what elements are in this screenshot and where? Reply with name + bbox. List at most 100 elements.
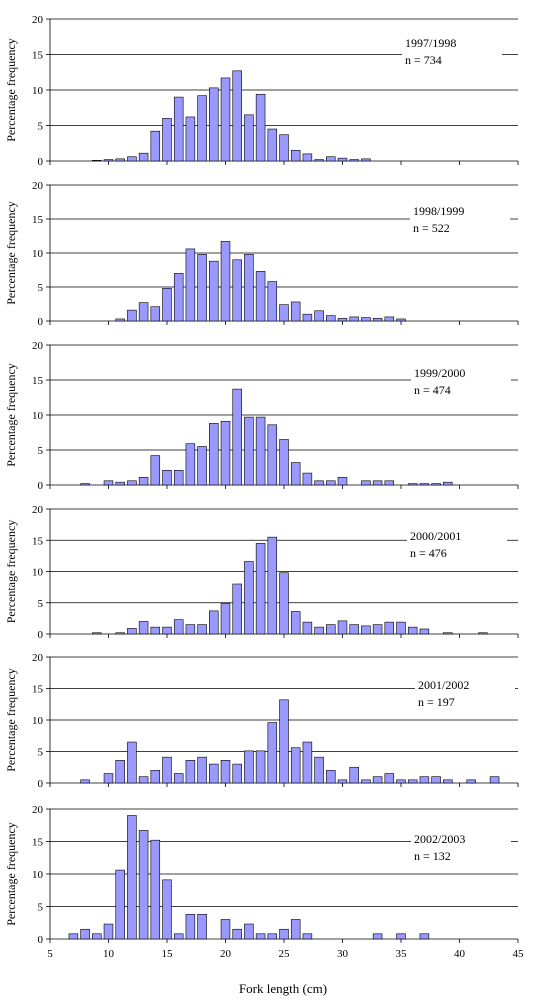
bar	[232, 388, 242, 486]
x-tick-label: 35	[396, 948, 408, 960]
bar	[138, 830, 149, 940]
sample-size-label: n = 132	[414, 849, 451, 863]
bar	[361, 317, 371, 322]
bar	[197, 756, 207, 784]
x-tick-label: 40	[454, 948, 466, 960]
bottom-x-axis: 5 10 15 20 25 30 35 40 45	[47, 948, 524, 960]
bar	[279, 572, 289, 635]
bar	[232, 70, 242, 162]
bar	[255, 416, 266, 486]
panel-4: 0 5 10 15 20 Percentage frequency 2000/2001 n =…	[4, 504, 519, 641]
bar	[302, 313, 313, 322]
bar	[337, 157, 348, 162]
y-tick-label: 15	[32, 535, 44, 547]
bar	[384, 480, 395, 486]
bar	[279, 304, 289, 322]
bar	[173, 933, 184, 940]
bar	[255, 750, 266, 784]
bar	[92, 632, 102, 635]
y-tick-label: 5	[38, 747, 44, 759]
bar	[361, 625, 371, 635]
bar	[209, 610, 219, 635]
bar	[138, 621, 149, 635]
note-background	[411, 831, 511, 864]
bar	[173, 469, 184, 486]
y-tick-label: 5	[38, 121, 44, 133]
bar	[431, 483, 441, 486]
y-tick-label: 10	[32, 85, 44, 97]
bar	[302, 153, 313, 162]
sample-size-label: n = 522	[413, 221, 450, 235]
bar	[209, 763, 219, 784]
bar	[255, 93, 266, 162]
bar	[162, 756, 172, 784]
bar	[244, 254, 254, 322]
y-axis-label: Percentage frequency	[4, 520, 18, 624]
y-tick-label: 10	[32, 869, 44, 881]
bar	[185, 913, 196, 940]
x-tick-label: 25	[279, 948, 291, 960]
bar	[138, 476, 149, 486]
bar	[115, 158, 125, 162]
bar	[173, 619, 184, 635]
bar	[232, 259, 242, 322]
bar	[443, 481, 453, 486]
panel-2: 0 5 10 15 20 Percentage frequency 1998/1999 n =…	[4, 180, 519, 328]
y-tick-label: 10	[32, 248, 44, 260]
x-tick-label: 15	[162, 948, 174, 960]
bar	[185, 248, 196, 322]
bar	[396, 933, 406, 940]
y-tick-label: 5	[38, 445, 44, 457]
x-tick-label: 30	[337, 948, 349, 960]
y-axis-label: Percentage frequency	[4, 38, 18, 142]
bar	[80, 483, 90, 486]
note-background	[415, 677, 515, 710]
y-tick-label: 10	[32, 410, 44, 422]
bar	[326, 480, 336, 486]
bar	[326, 315, 336, 322]
bar	[127, 309, 137, 322]
bar	[337, 476, 348, 486]
bar	[279, 439, 289, 486]
note-background	[411, 365, 511, 398]
bar	[197, 446, 207, 486]
bar	[290, 301, 301, 322]
bar	[255, 933, 266, 940]
y-tick-label: 15	[32, 214, 44, 226]
bar	[326, 156, 336, 162]
bar	[349, 316, 359, 322]
x-tick-label: 10	[103, 948, 115, 960]
bar	[361, 158, 371, 162]
bar	[396, 318, 406, 322]
bar	[92, 159, 102, 162]
bar	[337, 317, 348, 322]
bar	[115, 869, 125, 940]
y-tick-label: 5	[38, 902, 44, 914]
bar	[115, 632, 125, 635]
y-axis-label: Percentage frequency	[4, 822, 18, 926]
sample-size-label: n = 474	[414, 383, 451, 397]
y-axis-label: Percentage frequency	[4, 201, 18, 305]
bar	[115, 760, 125, 784]
bar	[290, 611, 301, 635]
bar	[209, 87, 219, 162]
panel-1: 0 5 10 15 20 Percentage frequency 1997/1998 n =…	[4, 14, 519, 168]
bar	[302, 933, 313, 940]
season-label: 2000/2001	[410, 529, 461, 543]
bar	[361, 480, 371, 486]
bar	[349, 624, 359, 635]
bar	[162, 288, 172, 322]
bar	[244, 114, 254, 162]
bar	[127, 480, 137, 486]
y-tick-label: 20	[32, 14, 44, 26]
bar	[290, 462, 301, 486]
y-tick-label: 0	[38, 778, 44, 790]
bar	[138, 302, 149, 322]
bar	[197, 624, 207, 635]
bar	[419, 776, 430, 784]
bar	[489, 776, 500, 784]
season-label: 1999/2000	[414, 366, 465, 380]
bar	[302, 472, 313, 486]
x-tick-label: 20	[220, 948, 232, 960]
bar	[150, 455, 161, 486]
